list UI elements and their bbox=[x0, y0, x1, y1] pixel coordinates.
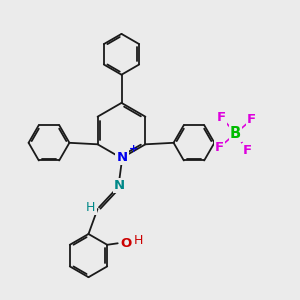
Text: F: F bbox=[217, 111, 226, 124]
Text: F: F bbox=[247, 113, 256, 126]
Text: N: N bbox=[114, 178, 125, 192]
Text: H: H bbox=[134, 235, 143, 248]
Text: +: + bbox=[129, 143, 138, 154]
Text: O: O bbox=[120, 237, 131, 250]
Text: H: H bbox=[86, 201, 96, 214]
Text: B: B bbox=[230, 126, 241, 141]
Text: F: F bbox=[215, 141, 224, 154]
Text: F: F bbox=[243, 144, 252, 157]
Text: N: N bbox=[116, 151, 128, 164]
